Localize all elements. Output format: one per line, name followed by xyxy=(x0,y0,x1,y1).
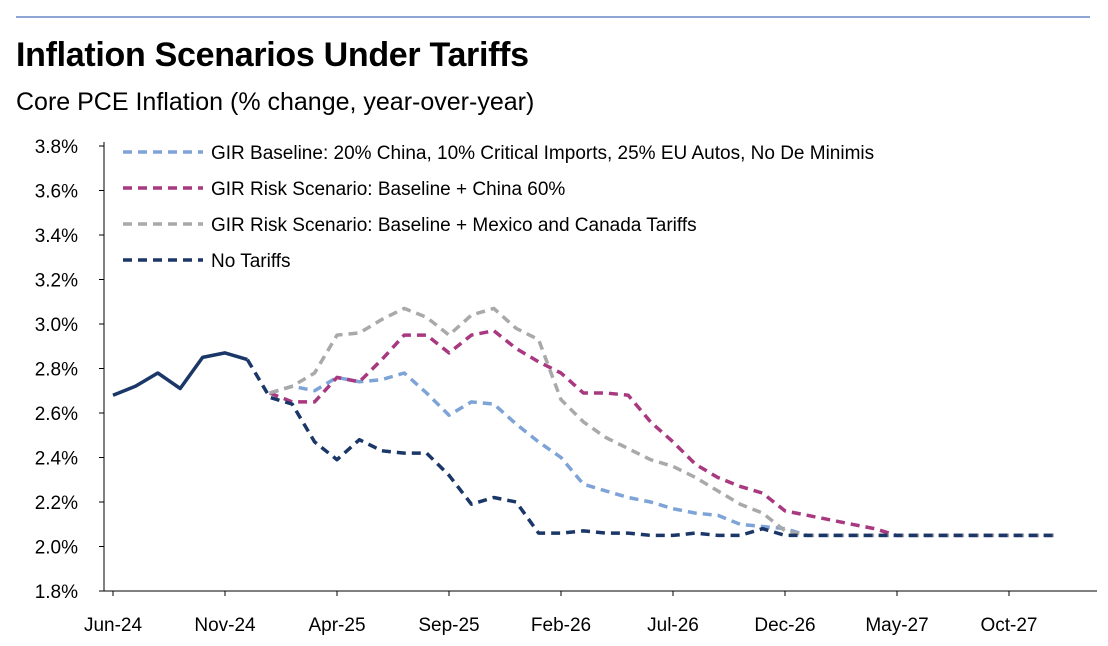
y-tick-label: 3.6% xyxy=(35,182,78,203)
y-tick-label: 1.8% xyxy=(35,582,78,603)
y-tick-label: 3.4% xyxy=(35,226,78,247)
y-tick-label: 3.8% xyxy=(35,137,78,158)
legend-label: GIR Risk Scenario: Baseline + China 60% xyxy=(211,179,565,200)
plot-area xyxy=(112,306,1054,538)
x-tick-label: Nov-24 xyxy=(194,615,256,636)
x-tick-label: Oct-27 xyxy=(980,615,1037,636)
x-tick-label: Feb-26 xyxy=(531,615,591,636)
axes: 1.8% 2.0% 2.2% 2.4% 2.6% 2.8% 3.0% 3.2% 3.4% 3.6%… xyxy=(35,137,1097,636)
y-tick-label: 3.2% xyxy=(35,271,78,292)
historical-line xyxy=(112,351,248,397)
x-tick-label: Jun-24 xyxy=(84,615,143,636)
chart-subtitle: Core PCE Inflation (% change, year-over-… xyxy=(16,88,535,116)
legend-label: GIR Baseline: 20% China, 10% Critical Im… xyxy=(211,143,874,164)
series-line-1 xyxy=(269,371,1054,538)
y-tick-label: 2.2% xyxy=(35,493,78,514)
x-tick-label: May-27 xyxy=(865,615,928,636)
legend-label: GIR Risk Scenario: Baseline + Mexico and… xyxy=(211,215,697,236)
top-rule xyxy=(16,16,1090,18)
y-tick-label: 2.0% xyxy=(35,538,78,559)
y-tick-label: 2.6% xyxy=(35,404,78,425)
y-tick-label: 2.4% xyxy=(35,449,78,470)
y-tick-label: 2.8% xyxy=(35,360,78,381)
chart-title: Inflation Scenarios Under Tariffs xyxy=(16,36,529,74)
x-tick-label: Dec-26 xyxy=(754,615,815,636)
series-line-3 xyxy=(269,306,1054,538)
y-tick-label: 3.0% xyxy=(35,315,78,336)
series-line-4 xyxy=(245,358,1054,538)
x-tick-label: Apr-25 xyxy=(308,615,365,636)
x-tick-label: Jul-26 xyxy=(647,615,699,636)
legend-label: No Tariffs xyxy=(211,251,291,272)
legend: GIR Baseline: 20% China, 10% Critical Im… xyxy=(123,143,874,272)
x-tick-label: Sep-25 xyxy=(418,615,479,636)
